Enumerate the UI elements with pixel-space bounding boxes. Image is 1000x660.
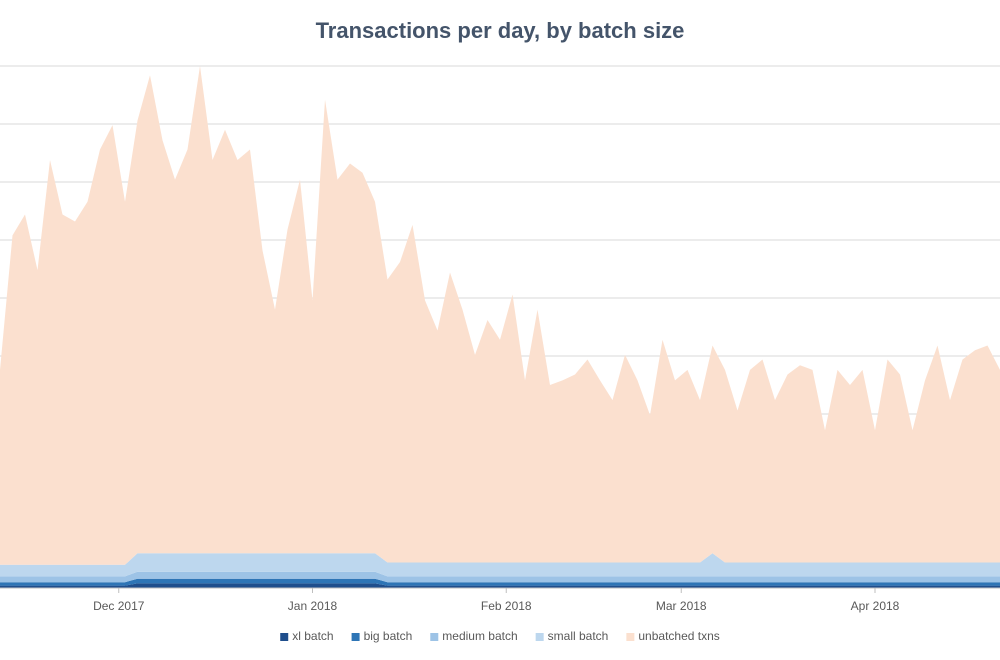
legend-swatch <box>351 633 360 641</box>
legend-swatch <box>430 633 439 641</box>
legend-swatch <box>280 633 289 641</box>
chart-title: Transactions per day, by batch size <box>316 18 685 43</box>
legend-label: medium batch <box>442 629 517 643</box>
legend-item: big batch <box>351 629 413 643</box>
legend-item: small batch <box>535 629 609 643</box>
plot-area <box>0 65 1000 589</box>
legend-swatch <box>535 633 544 641</box>
area <box>0 571 1000 583</box>
legend-item: unbatched txns <box>626 629 720 643</box>
x-tick-label: Jan 2018 <box>288 599 338 613</box>
area <box>0 66 1000 565</box>
x-tick-label: Dec 2017 <box>93 599 145 613</box>
area <box>0 578 1000 586</box>
area <box>0 553 1000 577</box>
x-tick-label: Mar 2018 <box>656 599 707 613</box>
legend-label: small batch <box>548 629 609 643</box>
legend-label: big batch <box>364 629 413 643</box>
legend: xl batch big batch medium batch small batch… <box>280 629 720 643</box>
legend-item: xl batch <box>280 629 334 643</box>
legend-label: xl batch <box>292 629 333 643</box>
x-tick-label: Apr 2018 <box>851 599 900 613</box>
legend-item: medium batch <box>430 629 518 643</box>
x-tick-label: Feb 2018 <box>481 599 532 613</box>
legend-swatch <box>626 633 635 641</box>
legend-label: unbatched txns <box>638 629 719 643</box>
